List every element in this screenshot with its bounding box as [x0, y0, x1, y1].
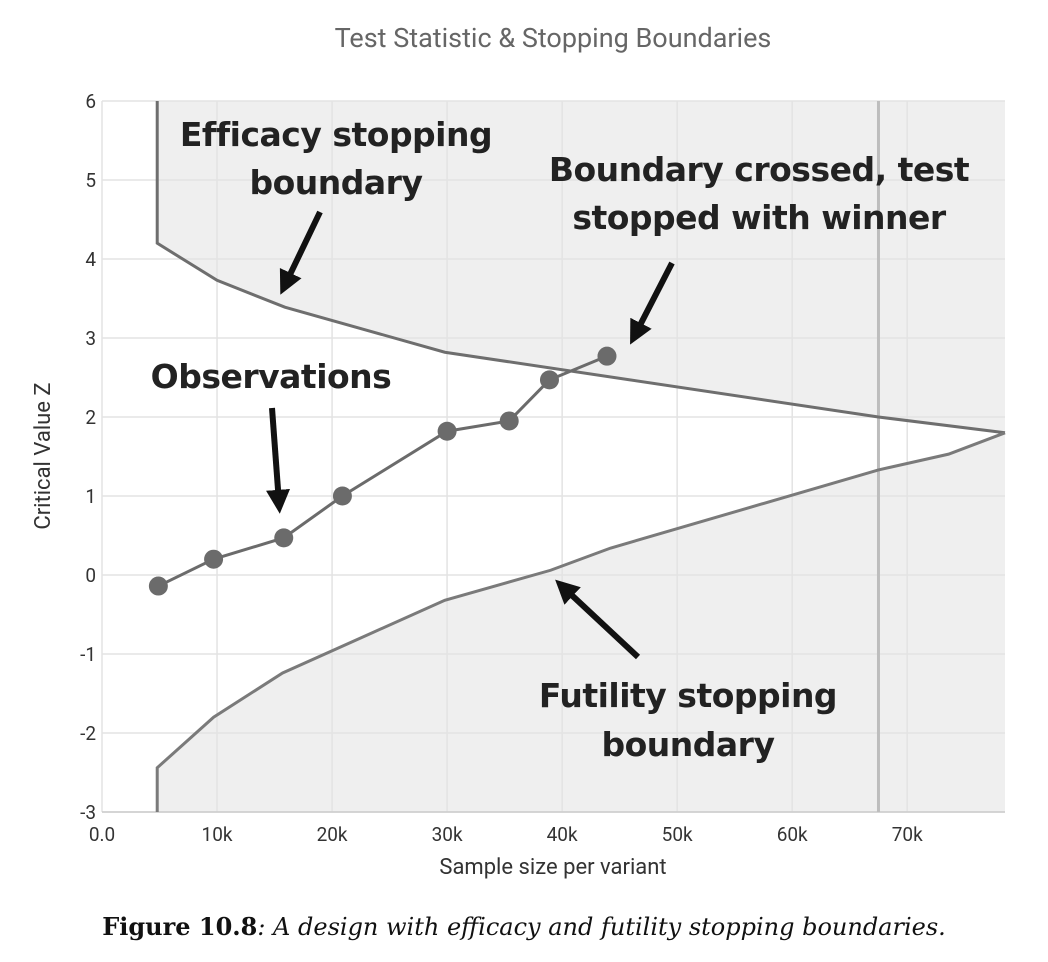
observation-point [274, 528, 294, 548]
annotation: stopped with winner [572, 198, 947, 237]
annotation: Observations [151, 357, 392, 396]
x-tick-label: 20k [317, 823, 348, 846]
x-tick-label: 70k [892, 823, 923, 846]
observation-point [204, 549, 224, 569]
caption-text: : A design with efficacy and futility st… [257, 913, 946, 941]
arrow [555, 579, 641, 660]
futility-boundary [155, 431, 1006, 812]
y-tick-label: 3 [85, 327, 96, 350]
observation-point [499, 411, 519, 431]
efficacy-boundary [155, 101, 1006, 435]
y-tick-label: -1 [80, 643, 96, 666]
x-axis-label: Sample size per variant [439, 855, 666, 880]
observation-point [597, 346, 617, 366]
y-tick-label: 0 [85, 564, 96, 587]
observation-point [437, 421, 457, 441]
arrow [630, 261, 675, 345]
y-tick-label: 1 [85, 485, 96, 508]
chart-title: Test Statistic & Stopping Boundaries [335, 22, 772, 54]
x-tick-label: 30k [432, 823, 463, 846]
x-tick-label: 50k [662, 823, 693, 846]
annotation: boundary [602, 725, 775, 764]
observation-point [539, 370, 559, 390]
x-tick-label: 10k [202, 823, 233, 846]
y-tick-label: 5 [85, 169, 96, 192]
efficacy-region [157, 101, 1006, 433]
arrow [279, 210, 323, 295]
annotation: boundary [250, 163, 423, 202]
annotations: Efficacy stopping boundary Boundary cros… [151, 115, 971, 764]
arrows [266, 210, 675, 660]
y-tick-label: 4 [85, 248, 96, 271]
x-tick-label: 40k [547, 823, 578, 846]
caption: Figure 10.8: A design with efficacy and … [0, 912, 1048, 941]
annotation: Boundary crossed, test [549, 150, 970, 189]
y-tick-label: -2 [80, 722, 96, 745]
annotation: Futility stopping [539, 676, 837, 715]
y-axis-label: Critical Value Z [31, 382, 56, 529]
caption-label: Figure 10.8 [102, 912, 258, 941]
futility-region [157, 432, 1006, 812]
y-tick-label: 2 [85, 406, 96, 429]
y-tick-label: 6 [85, 90, 96, 113]
observations [157, 354, 608, 588]
annotation: Efficacy stopping [180, 115, 492, 154]
observation-point [148, 576, 168, 596]
chart: -3 -2 -1 0 1 2 3 4 5 6 0.0 10k 20k 30k 40k 50k 60k 70k Te… [31, 22, 1006, 880]
arrow [266, 407, 290, 514]
observation-point [332, 486, 352, 506]
x-tick-label: 60k [777, 823, 808, 846]
y-tick-label: -3 [80, 801, 96, 824]
x-tick-label: 0.0 [89, 823, 115, 846]
